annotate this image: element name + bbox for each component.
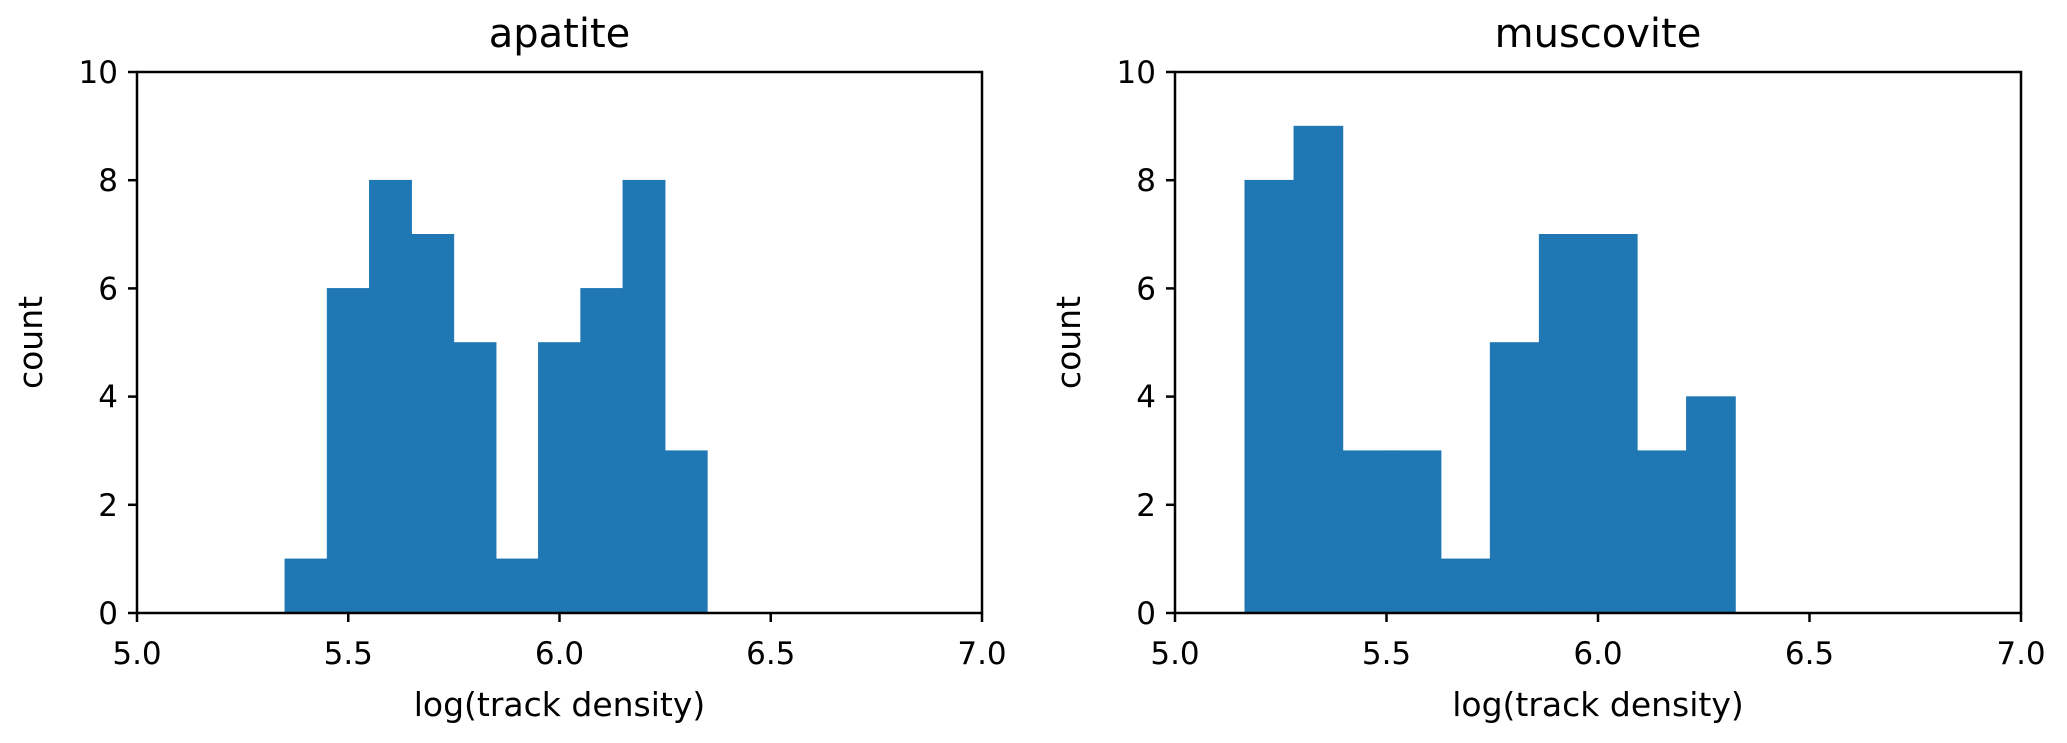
x-tick-label: 6.0 bbox=[1573, 636, 1622, 672]
y-tick-label: 10 bbox=[1117, 55, 1156, 91]
histogram-bar bbox=[1686, 396, 1736, 614]
y-axis-label: count bbox=[11, 296, 50, 389]
x-axis-label: log(track density) bbox=[1452, 685, 1744, 724]
histogram-bar bbox=[1538, 234, 1589, 614]
histogram-bar bbox=[1342, 450, 1393, 614]
histogram-bar bbox=[369, 179, 412, 614]
x-tick-label: 7.0 bbox=[957, 636, 1006, 672]
y-tick-label: 2 bbox=[1136, 488, 1156, 524]
y-tick-label: 6 bbox=[1136, 271, 1156, 307]
histogram-bar bbox=[1293, 125, 1344, 614]
y-tick-label: 0 bbox=[1136, 596, 1156, 632]
x-tick-label: 6.5 bbox=[746, 636, 795, 672]
histogram-bar bbox=[284, 558, 328, 614]
y-tick-label: 8 bbox=[98, 163, 118, 199]
histogram-bar bbox=[1244, 179, 1295, 614]
x-axis-label: log(track density) bbox=[414, 685, 706, 724]
x-tick-label: 5.0 bbox=[112, 636, 161, 672]
x-tick-label: 5.5 bbox=[324, 636, 373, 672]
histogram-bar bbox=[1489, 342, 1540, 614]
y-tick-label: 2 bbox=[98, 488, 118, 524]
x-tick-label: 5.5 bbox=[1362, 636, 1411, 672]
histogram-bar bbox=[453, 342, 497, 614]
histogram-bar bbox=[1391, 450, 1442, 614]
histogram-bar bbox=[538, 342, 581, 614]
y-tick-label: 4 bbox=[98, 380, 118, 416]
chart-title: muscovite bbox=[1495, 11, 1702, 57]
x-tick-label: 6.5 bbox=[1785, 636, 1834, 672]
y-tick-label: 6 bbox=[98, 271, 118, 307]
histogram-bar bbox=[580, 288, 624, 614]
apatite-histogram-panel: 5.0 5.5 6.0 6.5 7.0 0 2 4 6 8 10 apatite log(track d… bbox=[11, 11, 1007, 724]
x-tick-label: 5.0 bbox=[1150, 636, 1199, 672]
chart-title: apatite bbox=[489, 11, 631, 57]
x-tick-label: 6.0 bbox=[535, 636, 584, 672]
histogram-bar bbox=[1587, 234, 1638, 614]
histogram-bar bbox=[1637, 450, 1687, 614]
y-tick-label: 10 bbox=[79, 55, 118, 91]
histogram-bar bbox=[326, 288, 370, 614]
histogram-bar bbox=[495, 558, 539, 614]
histogram-bar bbox=[1440, 558, 1491, 614]
y-tick-label: 4 bbox=[1136, 380, 1156, 416]
y-tick-label: 8 bbox=[1136, 163, 1156, 199]
histogram-bar bbox=[411, 234, 455, 614]
histogram-bar bbox=[622, 179, 666, 614]
y-tick-label: 0 bbox=[98, 596, 118, 632]
histogram-bar bbox=[664, 450, 708, 614]
muscovite-histogram-panel: 5.0 5.5 6.0 6.5 7.0 0 2 4 6 8 10 muscovite log(track… bbox=[1049, 11, 2046, 724]
x-tick-label: 7.0 bbox=[1996, 636, 2045, 672]
y-axis-label: count bbox=[1049, 296, 1088, 389]
